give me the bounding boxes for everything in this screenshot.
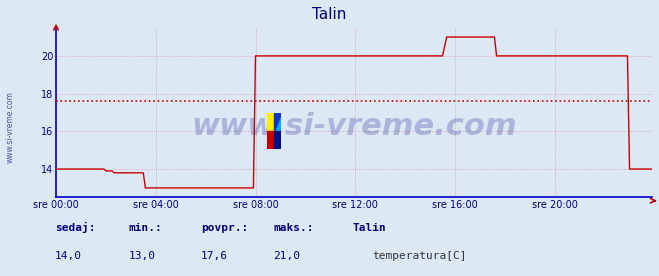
- Text: sedaj:: sedaj:: [55, 222, 95, 233]
- Text: 14,0: 14,0: [55, 251, 82, 261]
- Text: povpr.:: povpr.:: [201, 223, 248, 233]
- Text: www.si-vreme.com: www.si-vreme.com: [191, 112, 517, 140]
- Text: Talin: Talin: [353, 223, 386, 233]
- Bar: [267, 131, 274, 149]
- Text: maks.:: maks.:: [273, 223, 314, 233]
- Text: min.:: min.:: [129, 223, 162, 233]
- Polygon shape: [274, 113, 281, 131]
- Text: Talin: Talin: [312, 7, 347, 22]
- Polygon shape: [274, 113, 281, 131]
- Text: 21,0: 21,0: [273, 251, 301, 261]
- Text: www.si-vreme.com: www.si-vreme.com: [5, 91, 14, 163]
- Text: 17,6: 17,6: [201, 251, 228, 261]
- Bar: [274, 131, 281, 149]
- Bar: [267, 113, 274, 131]
- Text: temperatura[C]: temperatura[C]: [372, 251, 467, 261]
- Text: 13,0: 13,0: [129, 251, 156, 261]
